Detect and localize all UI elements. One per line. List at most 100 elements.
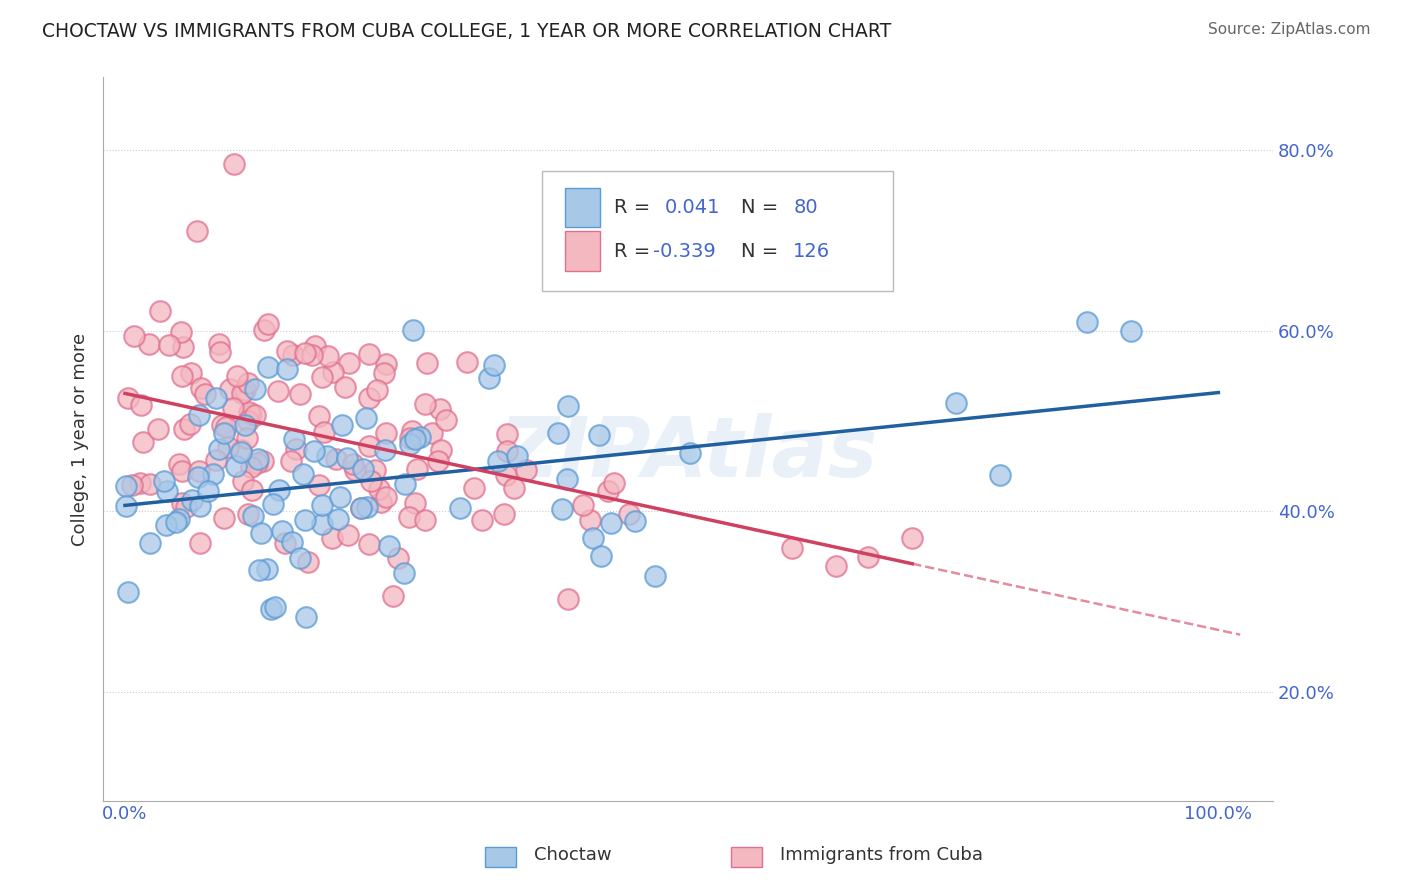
Point xyxy=(328,512,350,526)
Point xyxy=(343,463,366,477)
Point xyxy=(165,515,187,529)
Point xyxy=(155,518,177,533)
Point xyxy=(311,498,333,512)
Point xyxy=(463,481,485,495)
Point xyxy=(858,549,880,564)
Text: N =: N = xyxy=(741,198,785,217)
Point xyxy=(197,484,219,499)
Point xyxy=(239,408,262,422)
Point xyxy=(236,431,259,445)
Point xyxy=(231,385,253,400)
Point xyxy=(267,384,290,398)
Point xyxy=(492,508,515,522)
Point xyxy=(401,424,423,438)
Point xyxy=(352,462,374,476)
Point xyxy=(624,514,647,528)
Point xyxy=(215,419,238,434)
Point xyxy=(205,391,228,405)
Text: Source: ZipAtlas.com: Source: ZipAtlas.com xyxy=(1208,22,1371,37)
Point xyxy=(406,461,429,475)
Point xyxy=(377,539,399,553)
Point xyxy=(366,384,388,398)
Point xyxy=(588,428,610,442)
Point xyxy=(115,499,138,513)
Point xyxy=(252,454,274,468)
Point xyxy=(572,498,595,512)
Point xyxy=(367,483,389,497)
Point xyxy=(780,541,803,555)
Point xyxy=(149,303,172,318)
Point xyxy=(260,602,283,616)
Point xyxy=(281,535,304,549)
Point xyxy=(316,449,339,463)
Point xyxy=(283,432,305,446)
Point xyxy=(557,399,579,413)
Point xyxy=(129,476,152,491)
Point xyxy=(325,451,347,466)
Point xyxy=(495,468,517,483)
Point xyxy=(229,445,252,459)
Point xyxy=(945,396,967,410)
Point xyxy=(404,496,426,510)
Point xyxy=(117,391,139,405)
Point xyxy=(301,348,323,362)
FancyBboxPatch shape xyxy=(541,171,893,291)
Point xyxy=(1119,324,1142,338)
Point xyxy=(276,361,298,376)
Point xyxy=(211,418,233,433)
Point xyxy=(121,477,143,491)
FancyBboxPatch shape xyxy=(565,231,600,271)
Point xyxy=(413,513,436,527)
Point xyxy=(308,478,330,492)
Point xyxy=(173,422,195,436)
Point xyxy=(416,356,439,370)
Point xyxy=(174,500,197,515)
Point xyxy=(387,550,409,565)
Point xyxy=(427,454,450,468)
Point xyxy=(138,536,160,550)
Text: 0.041: 0.041 xyxy=(665,198,720,217)
Point xyxy=(399,432,422,446)
Point xyxy=(264,599,287,614)
Point xyxy=(225,459,247,474)
Point xyxy=(170,368,193,383)
Point xyxy=(224,157,246,171)
Point xyxy=(297,555,319,569)
Point xyxy=(257,317,280,331)
Point xyxy=(404,433,426,447)
Point xyxy=(295,609,318,624)
Point xyxy=(308,409,330,424)
Point xyxy=(471,513,494,527)
Point xyxy=(229,442,252,457)
Point xyxy=(194,386,217,401)
Point xyxy=(208,337,231,351)
Point xyxy=(679,446,702,460)
Point xyxy=(486,454,509,468)
Point xyxy=(219,382,242,396)
Point xyxy=(172,496,194,510)
Point xyxy=(233,384,256,398)
Point xyxy=(245,408,267,422)
Point xyxy=(250,526,273,541)
Point xyxy=(188,499,211,513)
Point xyxy=(330,417,353,432)
Point xyxy=(311,517,333,532)
Point xyxy=(603,476,626,491)
Point xyxy=(557,472,579,486)
Point xyxy=(354,411,377,425)
Point xyxy=(276,343,298,358)
Point xyxy=(420,426,443,441)
Point xyxy=(139,476,162,491)
Point xyxy=(271,524,294,538)
Text: -0.339: -0.339 xyxy=(652,242,716,260)
Point xyxy=(824,558,846,573)
Point xyxy=(114,479,136,493)
Point xyxy=(188,408,211,422)
Point xyxy=(132,435,155,450)
Point xyxy=(256,562,278,576)
Point xyxy=(247,451,270,466)
Point xyxy=(337,356,360,370)
Point xyxy=(235,417,257,432)
Point xyxy=(360,474,382,488)
Point xyxy=(304,339,326,353)
